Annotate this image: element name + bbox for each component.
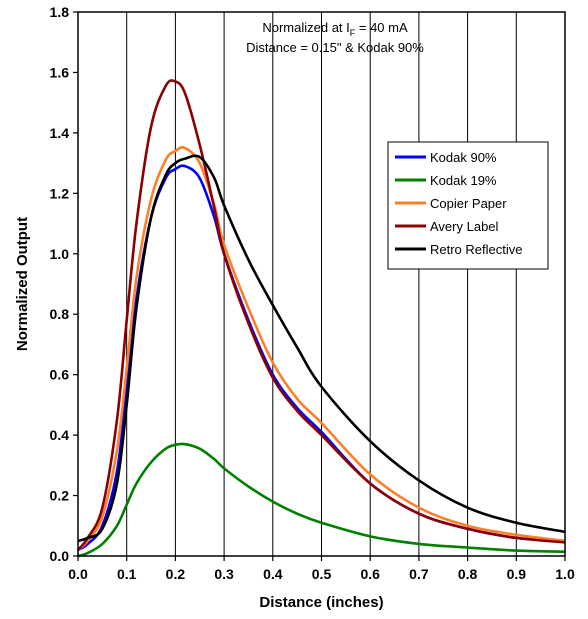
x-axis-ticks: 0.0 0.1 0.2 0.3 0.4 0.5 0.6 0.7 0.8 0.9 1.0 (68, 556, 575, 582)
legend-box (387, 141, 549, 270)
y-tick-label: 1.8 (50, 4, 70, 20)
x-tick-label: 0.2 (166, 566, 186, 582)
y-tick-label: 0.8 (50, 306, 70, 322)
x-tick-label: 0.9 (507, 566, 527, 582)
y-tick-label: 1.2 (50, 185, 70, 201)
annotation-line-2: Distance = 0.15" & Kodak 90% (246, 40, 424, 55)
annotation-line-1: Normalized at IF = 40 mA (262, 20, 408, 38)
grid-lines (126, 12, 517, 556)
y-tick-label: 1.4 (50, 125, 70, 141)
x-tick-label: 0.6 (360, 566, 380, 582)
y-tick-label: 0.0 (50, 548, 70, 564)
y-axis-title: Normalized Output (14, 217, 31, 351)
x-tick-label: 0.3 (214, 566, 234, 582)
x-tick-label: 1.0 (555, 566, 575, 582)
x-tick-label: 0.8 (458, 566, 478, 582)
legend: Kodak 90% Kodak 19% Copier Paper Avery Labe… (387, 141, 549, 270)
y-axis-ticks: 0.0 0.2 0.4 0.6 0.8 1.0 1.2 1.4 1.6 1.8 (50, 4, 78, 564)
x-axis-title: Distance (inches) (259, 594, 383, 611)
y-tick-label: 0.2 (50, 488, 70, 504)
series-line-3 (76, 79, 566, 551)
series-line-4 (77, 154, 566, 543)
y-tick-label: 0.6 (50, 367, 70, 383)
series-group (76, 79, 566, 558)
x-tick-label: 0.7 (409, 566, 429, 582)
legend-label: Avery Label (430, 219, 499, 234)
legend-label: Kodak 19% (430, 173, 497, 188)
annotation-line-1-subscript: F (350, 28, 356, 38)
y-tick-label: 1.6 (50, 64, 70, 80)
x-tick-label: 0.5 (312, 566, 332, 582)
x-tick-label: 0.1 (117, 566, 137, 582)
x-tick-label: 0.4 (263, 566, 283, 582)
series-line-2 (77, 146, 566, 551)
series-line-1 (77, 442, 566, 558)
y-tick-label: 1.0 (50, 246, 70, 262)
annotation-line-1-prefix: Normalized at I (262, 20, 349, 35)
annotation: Normalized at IF = 40 mA Distance = 0.15… (246, 20, 424, 55)
y-tick-label: 0.4 (50, 427, 70, 443)
legend-label: Retro Reflective (430, 242, 522, 257)
annotation-line-1-suffix: = 40 mA (355, 20, 408, 35)
legend-label: Copier Paper (430, 196, 507, 211)
legend-label: Kodak 90% (430, 150, 497, 165)
x-tick-label: 0.0 (68, 566, 88, 582)
